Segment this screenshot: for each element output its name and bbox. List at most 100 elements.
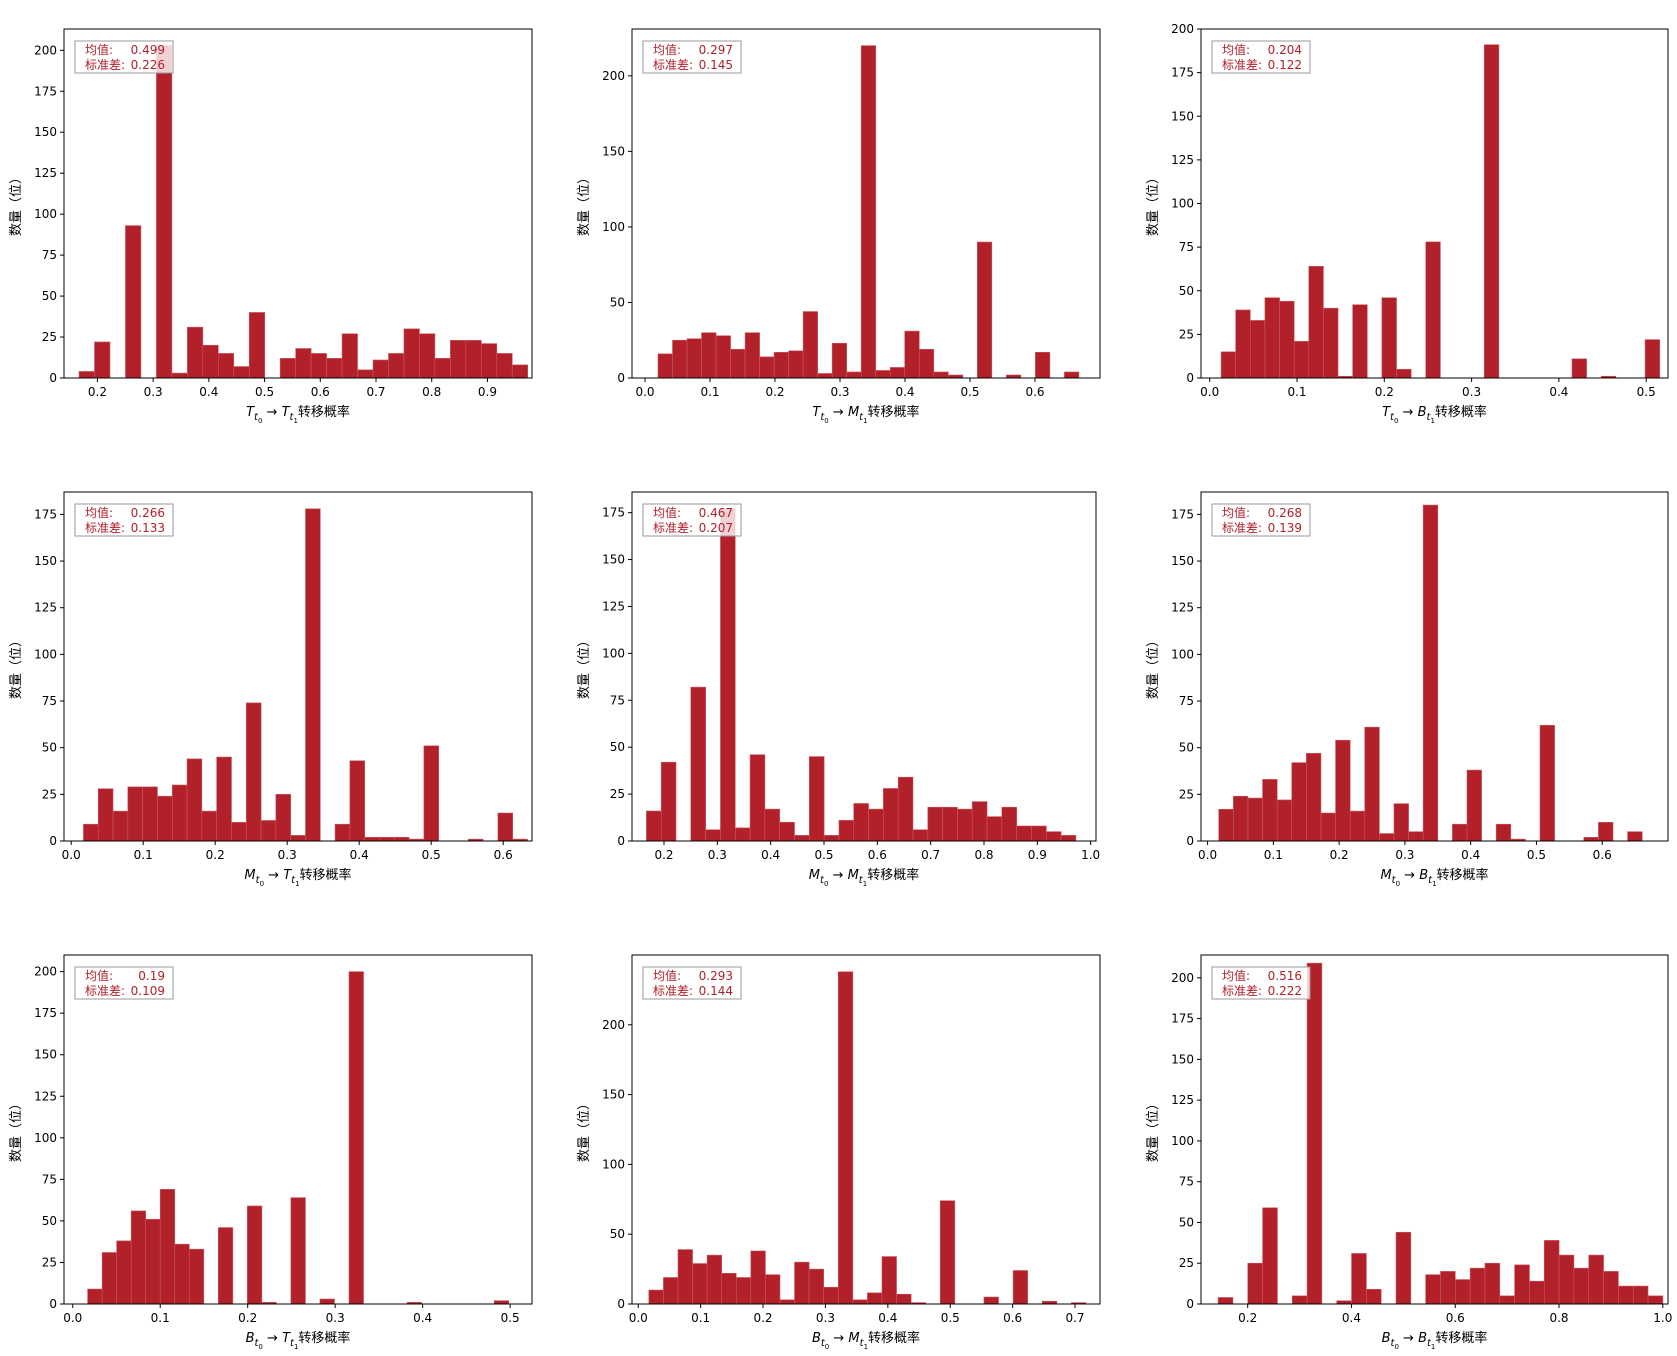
axes-frame	[631, 491, 1097, 842]
y-axis-label: 数量（位）	[9, 634, 24, 699]
y-tick-label: 0	[617, 834, 625, 848]
x-axis-label: Bt0 → Mt1转移概率	[812, 1330, 920, 1351]
std-label: 标准差:	[85, 984, 125, 998]
x-tick-label: 0.1	[1264, 848, 1283, 862]
histogram-bar	[1425, 241, 1441, 379]
histogram-bar	[1306, 752, 1322, 842]
y-tick-label: 100	[1171, 197, 1194, 211]
histogram-bar	[496, 353, 513, 379]
x-tick-label: 0.5	[1527, 848, 1546, 862]
histogram-bar	[1583, 836, 1599, 842]
mean-label: 均值:	[85, 968, 113, 983]
std-label: 标准差:	[653, 521, 693, 535]
histogram-bar	[701, 332, 717, 379]
x-tick-label: 0.4	[1342, 1311, 1361, 1325]
mean-value: 0.293	[699, 969, 733, 983]
bars	[1220, 44, 1661, 379]
histogram-bar	[1364, 726, 1380, 842]
y-tick-label: 125	[602, 599, 625, 613]
histogram-bar	[218, 1227, 234, 1305]
histogram-bar	[1495, 823, 1512, 842]
histogram-bar	[130, 1210, 146, 1305]
histogram-bar	[1291, 1295, 1308, 1305]
histogram-bar	[838, 820, 855, 842]
histogram-panel-5: 0.2 0.3 0.4 0.5 0.6 0.7 0.8 0.9 1.0 0 25 50 75 100 125…	[577, 491, 1100, 888]
histogram-bar	[78, 371, 95, 379]
y-tick-label: 50	[1179, 741, 1194, 755]
histogram-bar	[1618, 1285, 1634, 1305]
histogram-bar	[1264, 297, 1280, 379]
x-tick-label: 0.0	[63, 1311, 82, 1325]
x-tick-label: 0.9	[478, 385, 497, 399]
x-tick-label: 0.6	[868, 848, 887, 862]
histogram-bar	[1393, 803, 1409, 842]
histogram-bar	[867, 1292, 883, 1305]
histogram-bar	[349, 760, 365, 842]
histogram-bar	[735, 1277, 752, 1305]
histogram-bar	[1293, 341, 1310, 379]
x-tick-label: 0.7	[921, 848, 940, 862]
axes-frame	[63, 954, 533, 1305]
x-tick-label: 0.1	[700, 385, 719, 399]
x-tick-label: 0.4	[350, 848, 369, 862]
histogram-bar	[779, 821, 795, 842]
y-tick-label: 200	[34, 965, 57, 979]
y-tick-label: 0	[617, 371, 625, 385]
mean-label: 均值:	[85, 42, 113, 57]
y-tick-label: 75	[42, 1172, 57, 1186]
histogram-bar	[646, 810, 662, 842]
mean-label: 均值:	[1222, 505, 1250, 520]
y-tick-label: 50	[42, 1214, 57, 1228]
x-tick-label: 0.7	[1065, 1311, 1084, 1325]
histogram-panel-1: 0.2 0.3 0.4 0.5 0.6 0.7 0.8 0.9 0 25 50 75 100 125 150…	[9, 28, 533, 425]
y-tick-label: 125	[1171, 153, 1194, 167]
mean-value: 0.266	[131, 506, 165, 520]
x-axis-label: Bt0 → Bt1转移概率	[1382, 1330, 1488, 1351]
histogram-bar	[364, 836, 380, 842]
y-tick-label: 100	[602, 1157, 625, 1171]
std-value: 0.144	[699, 984, 733, 998]
bars	[83, 508, 528, 842]
y-tick-label: 200	[602, 1018, 625, 1032]
y-axis-label: 数量（位）	[9, 1097, 24, 1162]
bars	[1217, 962, 1664, 1305]
histogram-bar	[648, 1289, 664, 1305]
histogram-bar	[372, 359, 389, 379]
y-axis-label: 数量（位）	[577, 634, 592, 699]
y-tick-label: 175	[34, 84, 57, 98]
histogram-bar	[1408, 831, 1424, 842]
y-tick-label: 50	[42, 289, 57, 303]
std-value: 0.122	[1268, 58, 1302, 72]
std-label: 标准差:	[1222, 521, 1262, 535]
x-tick-label: 0.1	[151, 1311, 170, 1325]
std-label: 标准差:	[85, 521, 125, 535]
y-tick-label: 25	[1179, 327, 1194, 341]
histogram-bar	[1320, 812, 1336, 842]
x-axis-label: Tt0 → Tt1转移概率	[246, 404, 350, 425]
histogram-bar	[1452, 823, 1468, 842]
x-tick-label: 0.8	[1549, 1311, 1568, 1325]
y-tick-label: 25	[42, 330, 57, 344]
x-tick-label: 0.2	[238, 1311, 257, 1325]
histogram-panel-4: 0.0 0.1 0.2 0.3 0.4 0.5 0.6 0 25 50 75 100 125 150 175…	[9, 491, 533, 888]
x-tick-label: 0.6	[1446, 1311, 1465, 1325]
histogram-bar	[808, 1268, 824, 1305]
y-tick-label: 25	[42, 1255, 57, 1269]
histogram-bar	[1349, 810, 1366, 842]
y-tick-label: 50	[610, 1227, 625, 1241]
histogram-bar	[187, 326, 204, 379]
histogram-bar	[171, 372, 188, 379]
x-axis-label: Mt0 → Mt1转移概率	[809, 867, 919, 888]
histogram-bar	[290, 1197, 306, 1305]
histogram-bar	[245, 702, 262, 842]
histogram-bar	[1323, 307, 1339, 379]
axes-frame	[63, 491, 533, 842]
y-axis-label: 数量（位）	[1146, 634, 1161, 699]
histogram-bar	[394, 836, 410, 842]
x-tick-label: 0.5	[255, 385, 274, 399]
histogram-bar	[672, 339, 688, 379]
histogram-bar	[1035, 352, 1051, 379]
x-tick-label: 0.3	[1395, 848, 1414, 862]
histogram-bar	[779, 1299, 795, 1305]
x-tick-label: 0.2	[753, 1311, 772, 1325]
